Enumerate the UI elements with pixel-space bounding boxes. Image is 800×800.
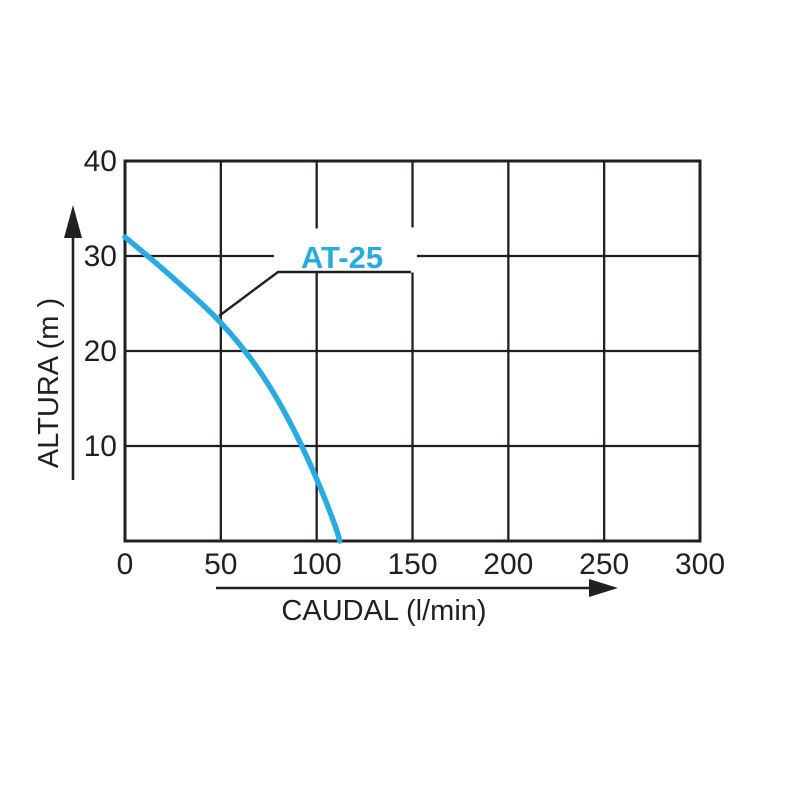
y-axis-arrowhead-icon — [64, 205, 82, 238]
pump-curve-line — [122, 234, 343, 544]
x-tick-label-50: 50 — [204, 548, 237, 581]
x-tick-labels: 0 50 100 150 200 250 300 — [117, 548, 725, 581]
y-tick-label-40: 40 — [84, 145, 117, 178]
x-axis-title: CAUDAL (l/min) — [281, 595, 486, 627]
y-tick-label-10: 10 — [84, 430, 117, 463]
series-label-at25: AT-25 — [301, 240, 383, 275]
x-tick-label-150: 150 — [387, 548, 437, 581]
x-tick-label-300: 300 — [675, 548, 725, 581]
grid — [125, 161, 700, 541]
x-axis-arrow — [216, 579, 618, 597]
y-tick-label-20: 20 — [84, 335, 117, 368]
x-tick-label-0: 0 — [117, 548, 134, 581]
x-axis-arrowhead-icon — [589, 579, 618, 597]
y-tick-label-30: 30 — [84, 240, 117, 273]
x-tick-label-200: 200 — [483, 548, 533, 581]
y-axis-title: ALTURA (m ) — [33, 298, 65, 468]
y-tick-labels: 40 30 20 10 — [84, 145, 117, 463]
annotation-callout-line — [218, 270, 411, 317]
x-tick-label-250: 250 — [579, 548, 629, 581]
y-axis-arrow — [64, 205, 82, 480]
x-tick-label-100: 100 — [292, 548, 342, 581]
plot-border — [123, 159, 702, 543]
